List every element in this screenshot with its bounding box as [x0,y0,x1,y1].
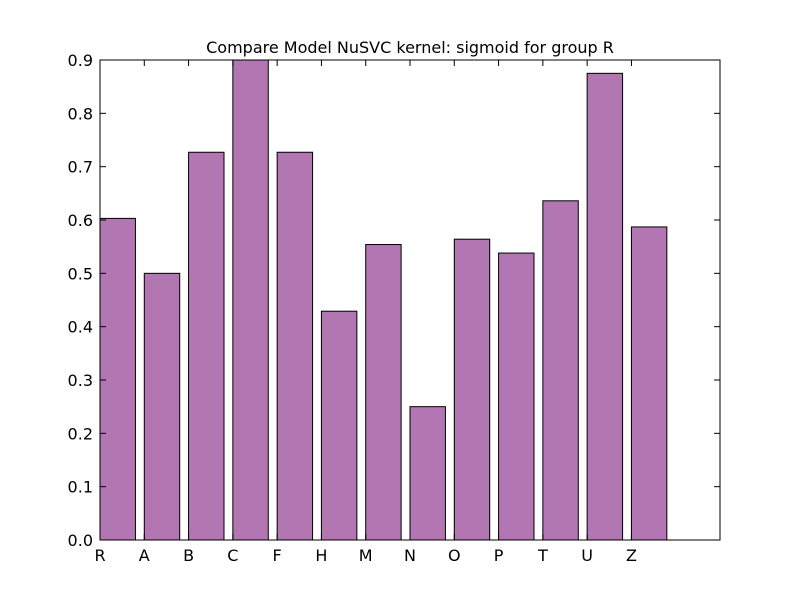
bar-H [320,310,358,541]
bar-Z [630,226,668,541]
x-tick-label-N: N [404,546,416,565]
y-tick-label: 0.4 [68,318,93,337]
x-tick-label-U: U [581,546,593,565]
x-tick-label-F: F [273,546,282,565]
plot-frame [99,59,721,541]
bar-N [409,406,446,541]
bar-U [586,72,624,541]
x-tick-label-H: H [315,546,327,565]
y-tick-label: 0.5 [68,264,93,283]
y-tick-label: 0.7 [68,158,93,177]
x-tick-label-C: C [227,546,238,565]
bar-C [232,59,269,541]
bar-F [276,151,314,541]
bar-A [143,272,181,541]
y-tick-label: 0.2 [68,424,93,443]
bars-group [99,59,668,541]
y-tick-label: 0.9 [68,51,93,70]
bar-B [188,151,225,541]
x-tick-label-T: T [537,546,548,565]
bar-O [453,238,491,541]
x-tick-label-P: P [494,546,504,565]
y-tick-label: 0.1 [68,478,93,497]
chart-title: Compare Model NuSVC kernel: sigmoid for … [206,38,614,57]
x-tick-label-Z: Z [626,546,637,565]
bar-T [542,200,579,541]
bar-R [99,217,136,541]
x-tick-label-O: O [448,546,461,565]
y-tick-label: 0.6 [68,211,93,230]
y-tick-label: 0.0 [68,531,93,550]
y-tick-label: 0.8 [68,104,93,123]
x-tick-label-R: R [94,546,105,565]
x-tick-label-B: B [183,546,194,565]
x-tick-label-M: M [359,546,373,565]
x-tick-label-A: A [139,546,150,565]
y-tick-label: 0.3 [68,371,93,390]
bar-M [365,244,402,541]
y-axis: 0.0 0.1 0.2 0.3 0.4 0.5 0.6 0.7 0.8 0.9 [68,51,720,550]
bar-P [498,252,535,541]
